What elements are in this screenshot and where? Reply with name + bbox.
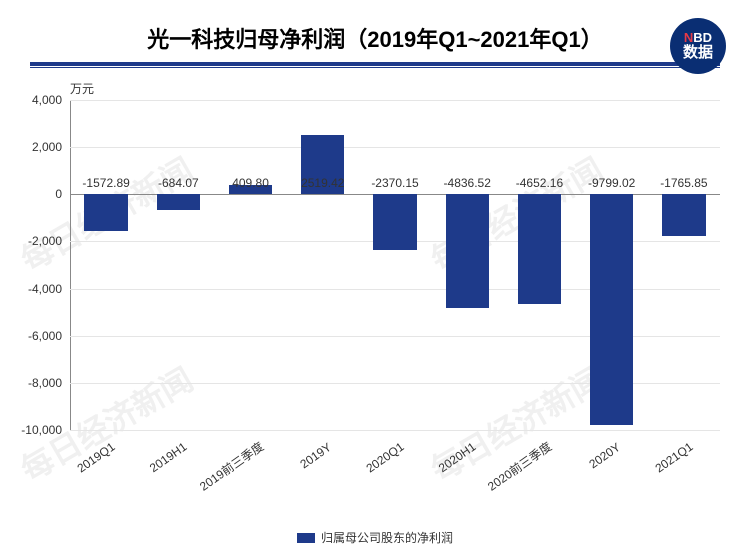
bar-value-label: -1572.89 xyxy=(82,176,129,190)
x-tick-label: 2019Y xyxy=(297,440,333,471)
x-tick-label: 2019前三季度 xyxy=(195,438,266,495)
legend-swatch xyxy=(297,533,315,543)
y-tick-label: 4,000 xyxy=(32,93,62,107)
grid-line xyxy=(70,430,720,431)
x-tick-label: 2020Q1 xyxy=(364,440,407,476)
bar xyxy=(590,194,633,425)
x-tick-label: 2021Q1 xyxy=(652,440,695,476)
legend-label: 归属母公司股东的净利润 xyxy=(321,529,453,546)
logo-top: NBD xyxy=(684,31,712,44)
title-underline xyxy=(30,62,720,66)
x-tick-label: 2020Y xyxy=(586,440,622,471)
chart-title: 光一科技归母净利润（2019年Q1~2021年Q1） xyxy=(30,22,720,54)
nbd-logo: NBD 数据 xyxy=(670,18,726,74)
grid-line xyxy=(70,100,720,101)
bar-value-label: -684.07 xyxy=(158,176,199,190)
x-tick-label: 2020H1 xyxy=(436,440,478,476)
y-tick-label: 0 xyxy=(55,187,62,201)
x-tick-label: 2020前三季度 xyxy=(484,438,555,495)
bar xyxy=(518,194,561,304)
y-tick-label: -10,000 xyxy=(21,423,62,437)
bar xyxy=(662,194,705,236)
y-tick-label: -2,000 xyxy=(28,234,62,248)
bar-value-label: -4836.52 xyxy=(444,176,491,190)
logo-bd: BD xyxy=(693,30,712,45)
bar-value-label: -2370.15 xyxy=(371,176,418,190)
grid-line xyxy=(70,147,720,148)
bar-chart: 4,0002,0000-2,000-4,000-6,000-8,000-10,0… xyxy=(70,100,720,430)
bar-value-label: 409.80 xyxy=(232,176,269,190)
y-tick-label: 2,000 xyxy=(32,140,62,154)
x-tick-label: 2019Q1 xyxy=(75,440,118,476)
x-tick-label: 2019H1 xyxy=(147,440,189,476)
bar-value-label: -1765.85 xyxy=(660,176,707,190)
y-tick-label: -8,000 xyxy=(28,376,62,390)
bar xyxy=(373,194,416,250)
logo-bottom: 数据 xyxy=(683,44,713,62)
bar-value-label: -4652.16 xyxy=(516,176,563,190)
y-axis-unit: 万元 xyxy=(70,80,94,97)
y-tick-label: -4,000 xyxy=(28,282,62,296)
y-tick-label: -6,000 xyxy=(28,329,62,343)
bar xyxy=(84,194,127,231)
bar xyxy=(446,194,489,308)
bar-value-label: -9799.02 xyxy=(588,176,635,190)
chart-legend: 归属母公司股东的净利润 xyxy=(0,529,750,546)
y-axis-line xyxy=(70,100,71,430)
bar xyxy=(157,194,200,210)
chart-header: 光一科技归母净利润（2019年Q1~2021年Q1） xyxy=(0,0,750,76)
logo-n: N xyxy=(684,30,693,45)
bar-value-label: 2519.42 xyxy=(301,176,344,190)
